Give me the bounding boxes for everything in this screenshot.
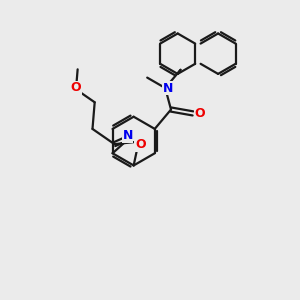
Text: N: N bbox=[163, 82, 173, 94]
Text: O: O bbox=[135, 138, 146, 151]
Text: O: O bbox=[194, 107, 205, 120]
Text: N: N bbox=[122, 129, 133, 142]
Text: O: O bbox=[71, 81, 81, 94]
